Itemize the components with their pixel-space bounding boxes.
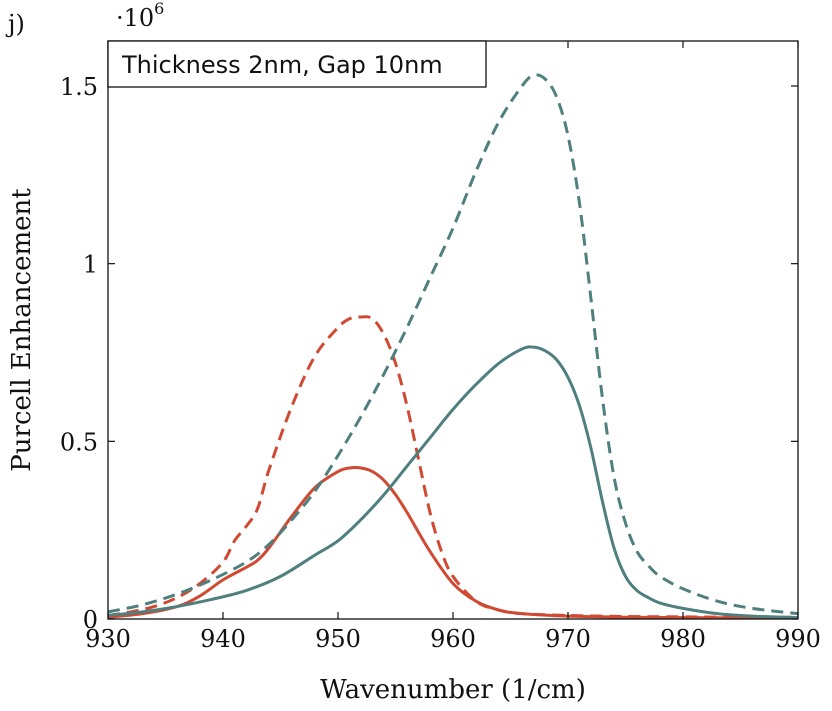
y-tick-label: 0.5 (60, 428, 98, 456)
x-tick-label: 950 (315, 625, 361, 653)
series-line-teal-solid (107, 345, 799, 620)
y-multiplier: ·106 (116, 0, 164, 32)
plot-frame (107, 40, 799, 620)
series-line-red-solid (107, 466, 799, 620)
y-tick-label: 1.5 (60, 73, 98, 101)
series-layer (107, 73, 799, 620)
chart-title: Thickness 2nm, Gap 10nm (121, 51, 443, 79)
legend-box (107, 40, 487, 88)
ticks-layer: 930 940 950 960 970 980 990 0 0.5 1 1.5 (60, 41, 821, 653)
x-tick-label: 930 (85, 625, 131, 653)
x-tick-label: 980 (660, 625, 706, 653)
x-tick-label: 990 (775, 625, 821, 653)
y-axis-title: Purcell Enhancement (7, 188, 37, 472)
y-tick-label: 1 (83, 251, 98, 279)
x-axis-title: Wavenumber (1/cm) (320, 675, 586, 705)
y-tick-label: 0 (83, 606, 98, 634)
x-tick-label: 970 (545, 625, 591, 653)
y-multiplier-base: ·10 (116, 4, 154, 32)
series-line-red-dashed (107, 315, 799, 619)
x-tick-label: 960 (430, 625, 476, 653)
y-multiplier-exponent: 6 (154, 0, 164, 18)
x-tick-label: 940 (200, 625, 246, 653)
panel-label: j) (5, 10, 25, 38)
series-line-teal-dashed (107, 73, 799, 616)
